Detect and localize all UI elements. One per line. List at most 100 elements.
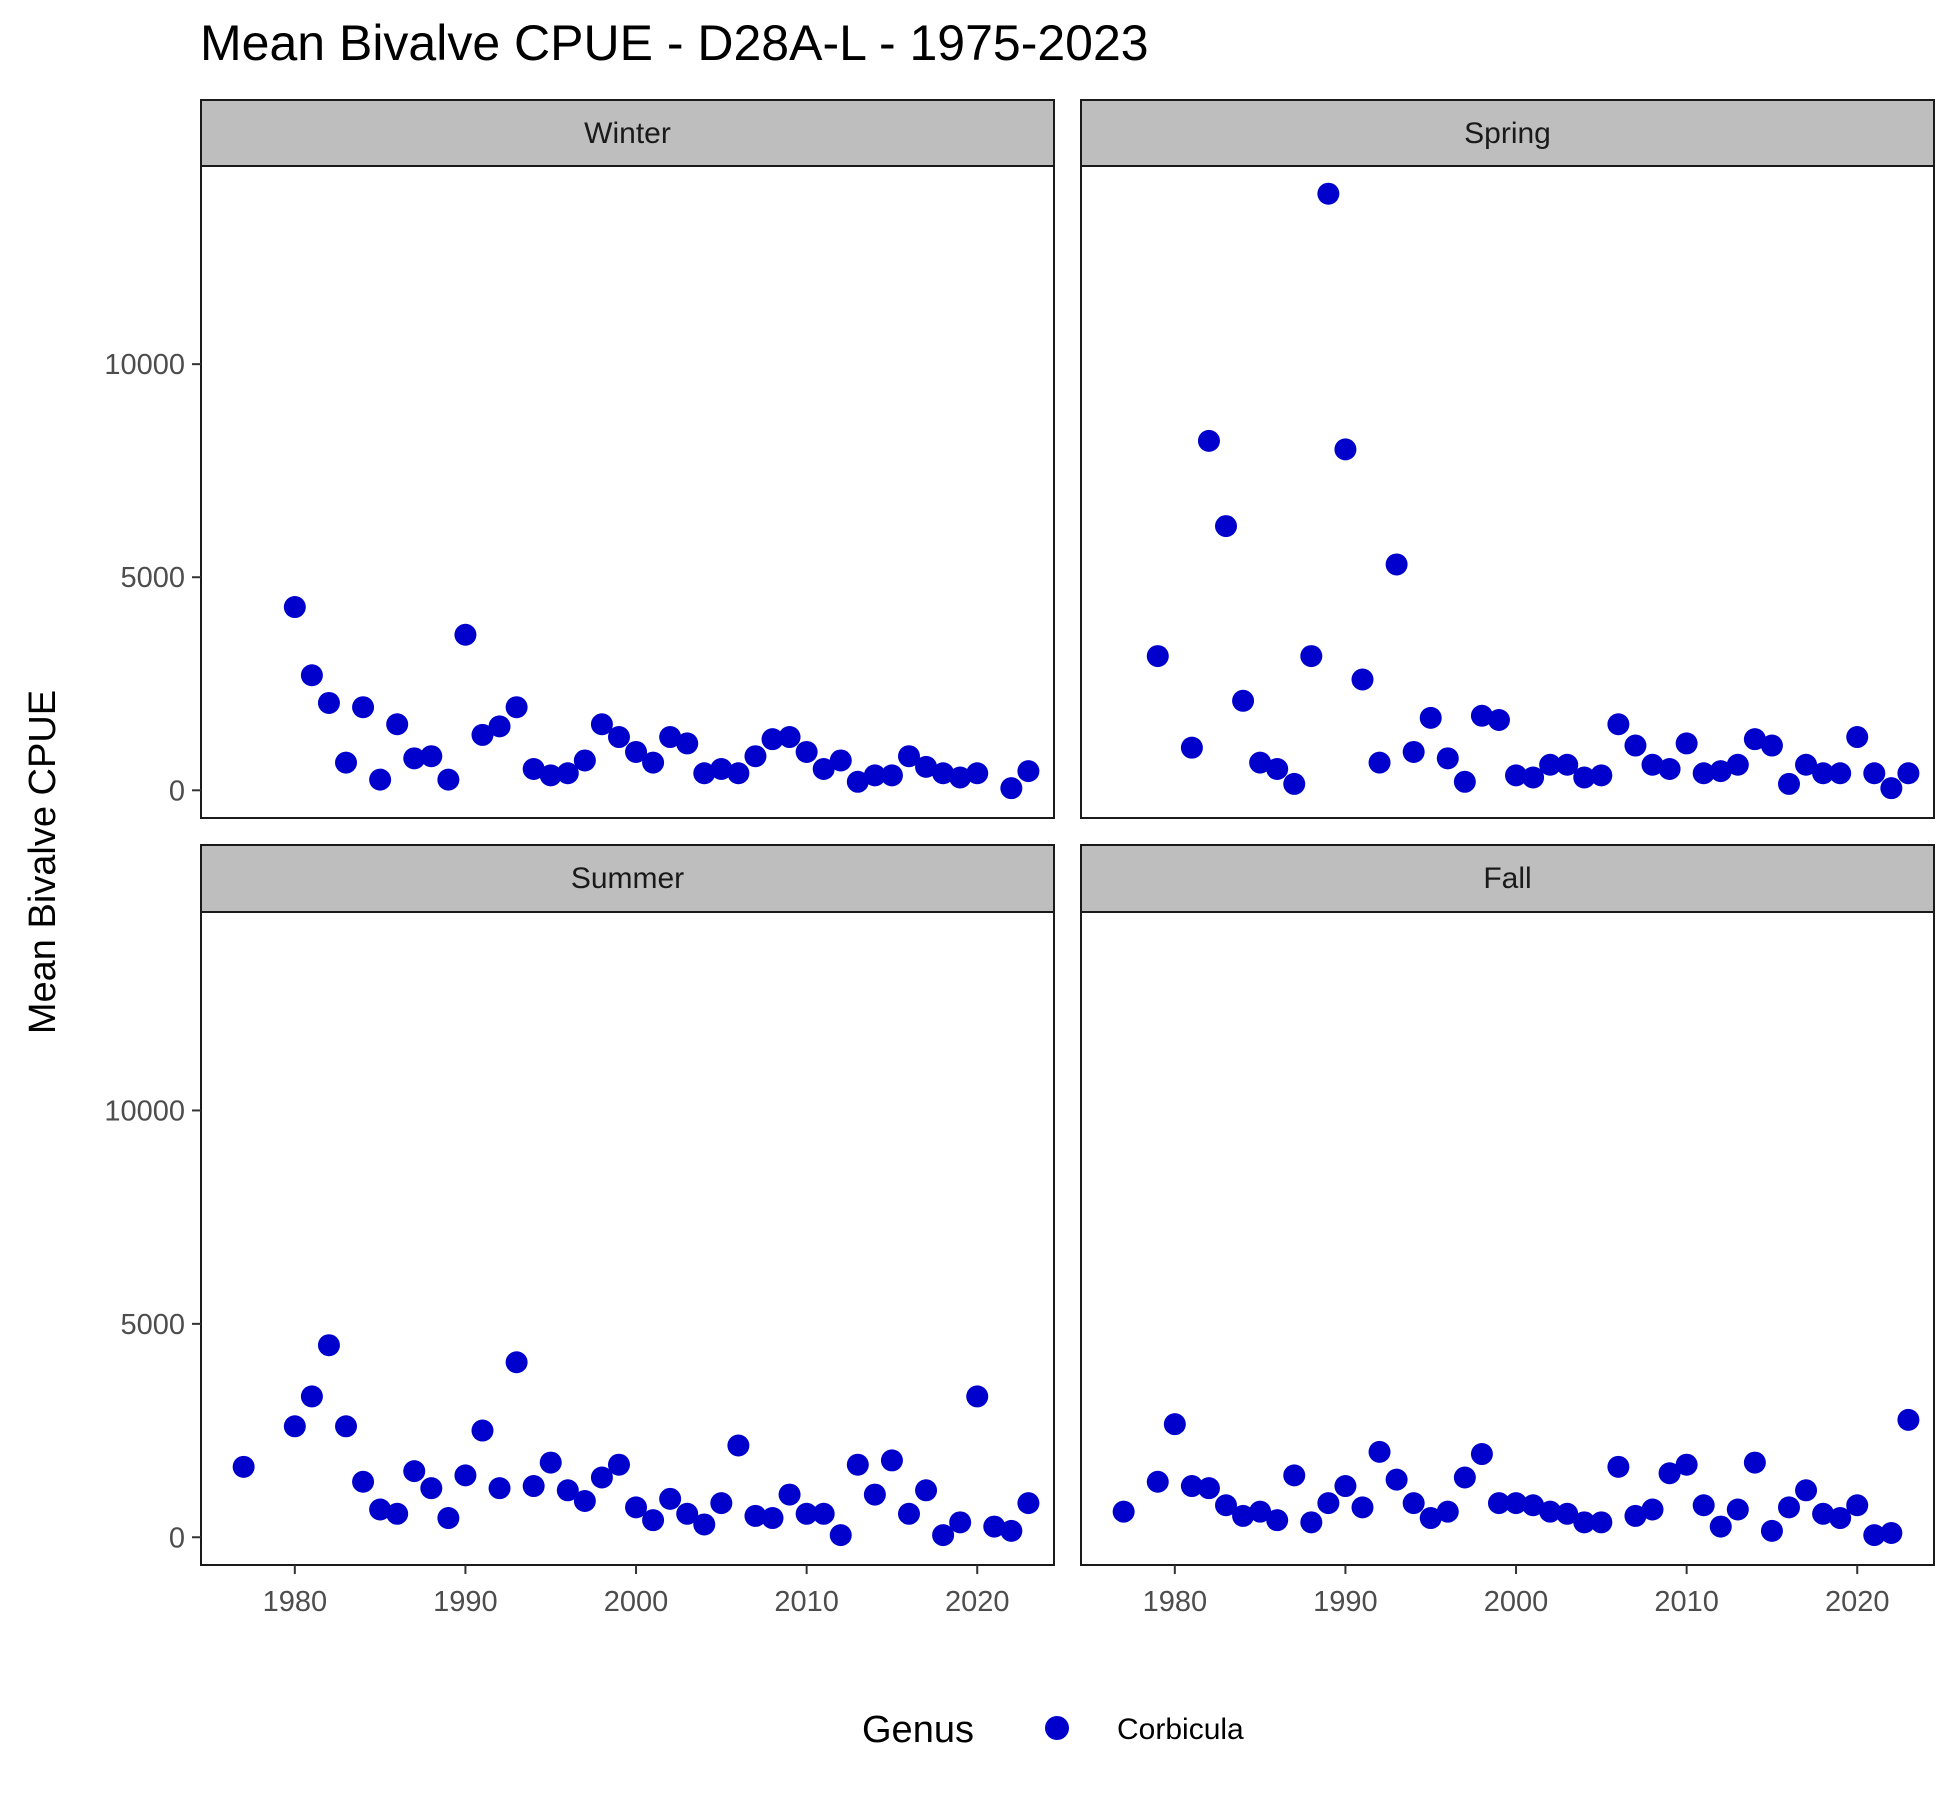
data-point [1436, 747, 1459, 770]
data-point [727, 1434, 750, 1457]
data-point [778, 726, 801, 749]
data-point [1795, 1479, 1818, 1502]
data-point [1897, 1408, 1920, 1431]
data-point [1000, 777, 1023, 800]
data-point [488, 715, 511, 738]
strip-fall [1080, 844, 1935, 913]
data-point [1453, 1466, 1476, 1489]
data-point [1692, 762, 1715, 785]
data-point [1180, 1475, 1203, 1498]
data-point [300, 664, 323, 687]
data-point [522, 757, 545, 780]
data-point [1846, 1494, 1869, 1517]
data-point [1000, 1519, 1023, 1542]
panel-spring: Spring [1080, 99, 1935, 819]
data-point [761, 1507, 784, 1530]
data-point [829, 749, 852, 772]
x-tick-label: 2010 [774, 1586, 839, 1618]
legend-title: Genus [862, 1709, 974, 1751]
data-point [949, 1511, 972, 1534]
strip-spring [1080, 99, 1935, 167]
data-point [1334, 1475, 1357, 1498]
data-point [352, 1470, 375, 1493]
y-tick-label: 5000 [120, 1309, 185, 1341]
data-point [727, 762, 750, 785]
x-tick-label: 2000 [1484, 1586, 1549, 1618]
data-point [642, 1509, 665, 1532]
data-point [1743, 1451, 1766, 1474]
data-point [1607, 1455, 1630, 1478]
x-tick-label: 2020 [945, 1586, 1010, 1618]
data-point [880, 1449, 903, 1472]
data-point [1017, 1492, 1040, 1515]
data-point [915, 755, 938, 778]
data-point [1539, 1500, 1562, 1523]
data-point [317, 1334, 340, 1357]
data-point [897, 745, 920, 768]
data-point [1539, 753, 1562, 776]
data-point [1017, 760, 1040, 783]
data-point [420, 745, 443, 768]
data-point [1300, 645, 1323, 668]
data-point [829, 1524, 852, 1547]
data-point [846, 1453, 869, 1476]
y-tick-label: 5000 [120, 562, 185, 594]
data-point [1658, 1462, 1681, 1485]
data-point [1470, 704, 1493, 727]
data-point [1505, 1492, 1528, 1515]
data-point [1351, 668, 1374, 691]
data-point [1487, 1492, 1510, 1515]
data-point [369, 1498, 392, 1521]
data-point [1402, 740, 1425, 763]
data-point [1402, 1492, 1425, 1515]
data-point [659, 1487, 682, 1510]
data-point [659, 726, 682, 749]
data-point [1556, 1502, 1579, 1525]
data-point [573, 1489, 596, 1512]
data-point [573, 749, 596, 772]
panel-border-summer [200, 911, 1055, 1566]
data-point [1436, 1500, 1459, 1523]
panel-border-fall [1080, 911, 1935, 1566]
data-point [437, 1507, 460, 1530]
data-point [1777, 1496, 1800, 1519]
data-point [1368, 751, 1391, 774]
data-point [1385, 553, 1408, 576]
data-point [966, 762, 989, 785]
data-point [1607, 713, 1630, 736]
data-point [1709, 760, 1732, 783]
data-point [1522, 1494, 1545, 1517]
data-point [744, 1504, 767, 1527]
panel-winter: Winter 0 5000 10000 [104, 99, 1055, 819]
data-point [795, 740, 818, 763]
data-point [710, 757, 733, 780]
data-point [556, 762, 579, 785]
x-tick-label: 1990 [1313, 1586, 1378, 1618]
data-point [949, 766, 972, 789]
data-point [1112, 1500, 1135, 1523]
data-point [1641, 753, 1664, 776]
data-point [1897, 762, 1920, 785]
data-point [1863, 1524, 1886, 1547]
data-point [1146, 1470, 1169, 1493]
strip-label-fall: Fall [1483, 862, 1531, 895]
data-point [1880, 1521, 1903, 1544]
data-point [232, 1455, 255, 1478]
data-point [1829, 1507, 1852, 1530]
x-tick-label: 2000 [604, 1586, 669, 1618]
data-point [1675, 1453, 1698, 1476]
data-point [1760, 734, 1783, 757]
data-point [1470, 1443, 1493, 1466]
y-tick-label: 0 [169, 1522, 185, 1554]
strip-label-summer: Summer [571, 862, 684, 895]
data-point [437, 768, 460, 791]
data-point [1590, 1511, 1613, 1534]
data-point [1197, 429, 1220, 452]
data-point [795, 1502, 818, 1525]
data-point [1846, 726, 1869, 749]
data-point [454, 1464, 477, 1487]
x-tick-label: 2020 [1825, 1586, 1890, 1618]
data-point [1419, 706, 1442, 729]
data-point [1863, 762, 1886, 785]
